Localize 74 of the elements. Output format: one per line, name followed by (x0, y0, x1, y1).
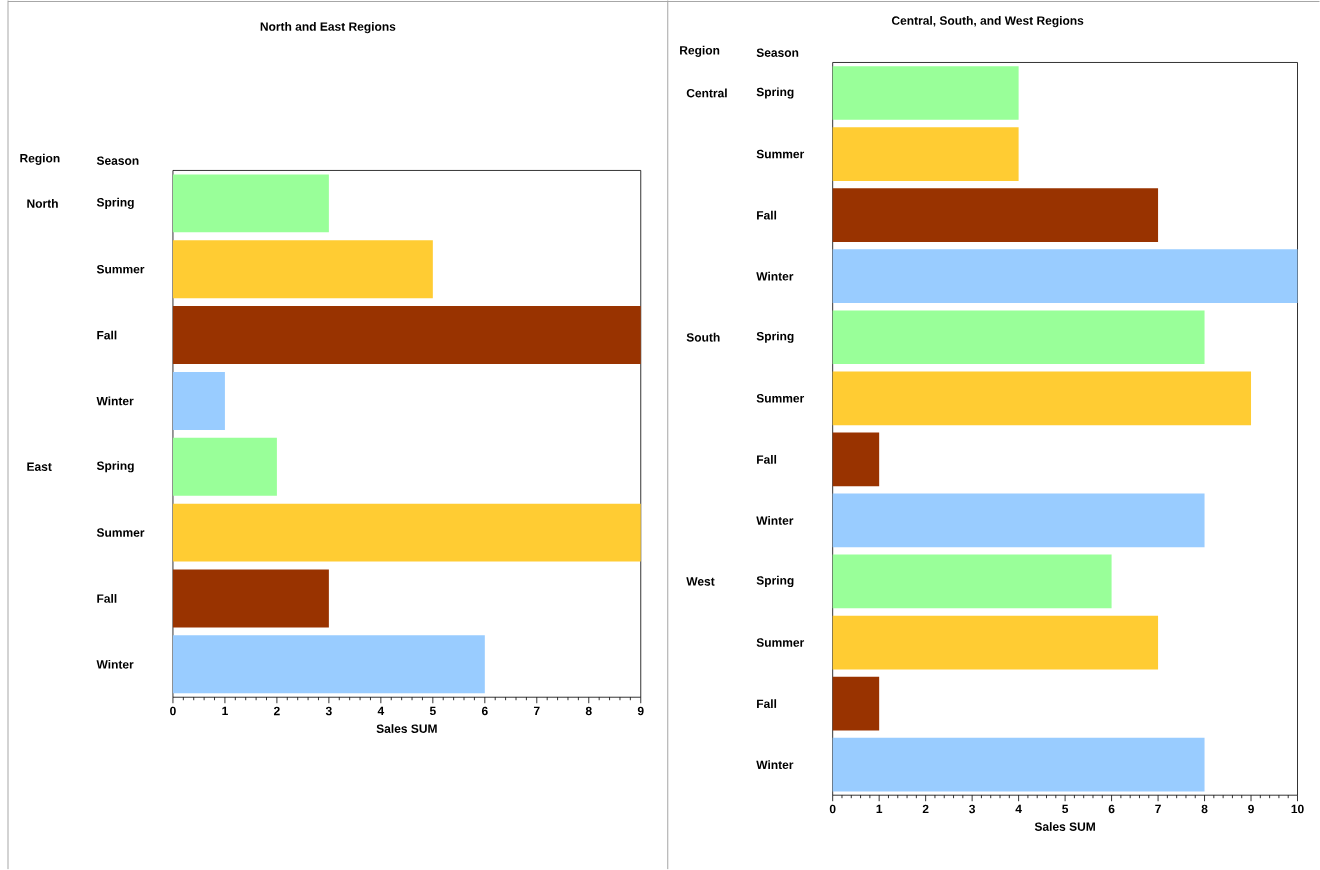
x-tick-label: 3 (325, 706, 332, 716)
text: South (686, 333, 720, 342)
x-axis-title: Sales SUM (376, 724, 437, 734)
text: West (686, 577, 715, 586)
x-tick-label: 0 (170, 706, 176, 716)
x-tick-label: 7 (533, 706, 540, 716)
bar (172, 569, 329, 628)
bar (832, 493, 1205, 548)
chart-title: North and East Regions (260, 22, 396, 34)
text: Region (680, 45, 720, 58)
x-tick-label: 1 (876, 804, 883, 814)
y-tick-label: Fall (757, 210, 777, 220)
y-tick-label: Summer (96, 265, 145, 274)
x-tick-label: 0 (829, 804, 836, 814)
y-tick-label: Winter (96, 660, 134, 669)
text: Season (756, 48, 799, 58)
x-tick-label: 7 (1155, 804, 1161, 814)
bar (172, 635, 485, 694)
y-tick-label: Fall (757, 699, 777, 709)
chart-title: Central, South, and West Regions (891, 16, 1084, 28)
bar (172, 174, 329, 233)
bar (172, 240, 433, 299)
y-tick-label: Spring (96, 197, 134, 210)
bar (172, 306, 641, 365)
y-tick-label: Summer (756, 149, 805, 159)
x-tick-label: 10 (1291, 804, 1304, 814)
y-tick-label: Spring (756, 87, 794, 99)
y-tick-label: Winter (96, 396, 134, 406)
x-tick-label: 4 (1015, 804, 1022, 814)
bar (832, 310, 1205, 365)
x-tick-label: 9 (1248, 804, 1254, 814)
x-tick-label: 9 (637, 706, 644, 716)
text: Region (20, 153, 60, 166)
y-tick-label: Summer (756, 394, 805, 403)
x-tick-label: 6 (1108, 804, 1115, 814)
y-tick-label: Spring (756, 331, 794, 344)
y-tick-label: Summer (756, 638, 805, 647)
x-axis-title: Sales SUM (1034, 822, 1095, 832)
y-tick-label: Spring (96, 461, 134, 473)
text: Central (686, 88, 727, 98)
x-tick-label: 3 (969, 804, 976, 814)
bar (832, 371, 1252, 426)
text: North (27, 199, 58, 208)
y-tick-label: Summer (96, 528, 145, 538)
x-tick-label: 8 (585, 706, 592, 716)
bar (832, 737, 1205, 792)
x-tick-label: 5 (429, 706, 436, 716)
bar (832, 188, 1159, 243)
text: Season (96, 156, 139, 166)
bar (832, 249, 1298, 304)
y-tick-label: Spring (756, 576, 794, 588)
y-tick-label: Fall (757, 455, 777, 464)
bar (172, 503, 641, 562)
bar (172, 437, 277, 496)
bar (172, 372, 225, 431)
bar (832, 66, 1019, 121)
bar (832, 676, 880, 731)
y-tick-label: Fall (97, 594, 117, 604)
x-tick-label: 6 (481, 706, 488, 716)
bar (832, 615, 1159, 670)
bar (832, 432, 880, 487)
y-tick-label: Winter (756, 760, 794, 770)
y-tick-label: Winter (756, 516, 794, 525)
text: East (27, 462, 52, 472)
x-tick-label: 1 (222, 706, 228, 716)
x-tick-label: 2 (273, 706, 280, 716)
bar (832, 127, 1019, 182)
x-tick-label: 8 (1201, 804, 1208, 814)
x-tick-label: 2 (922, 804, 929, 814)
y-tick-label: Winter (756, 271, 794, 281)
bar (832, 554, 1112, 609)
x-tick-label: 4 (377, 706, 385, 716)
x-tick-label: 5 (1062, 804, 1069, 814)
y-tick-label: Fall (97, 330, 117, 340)
